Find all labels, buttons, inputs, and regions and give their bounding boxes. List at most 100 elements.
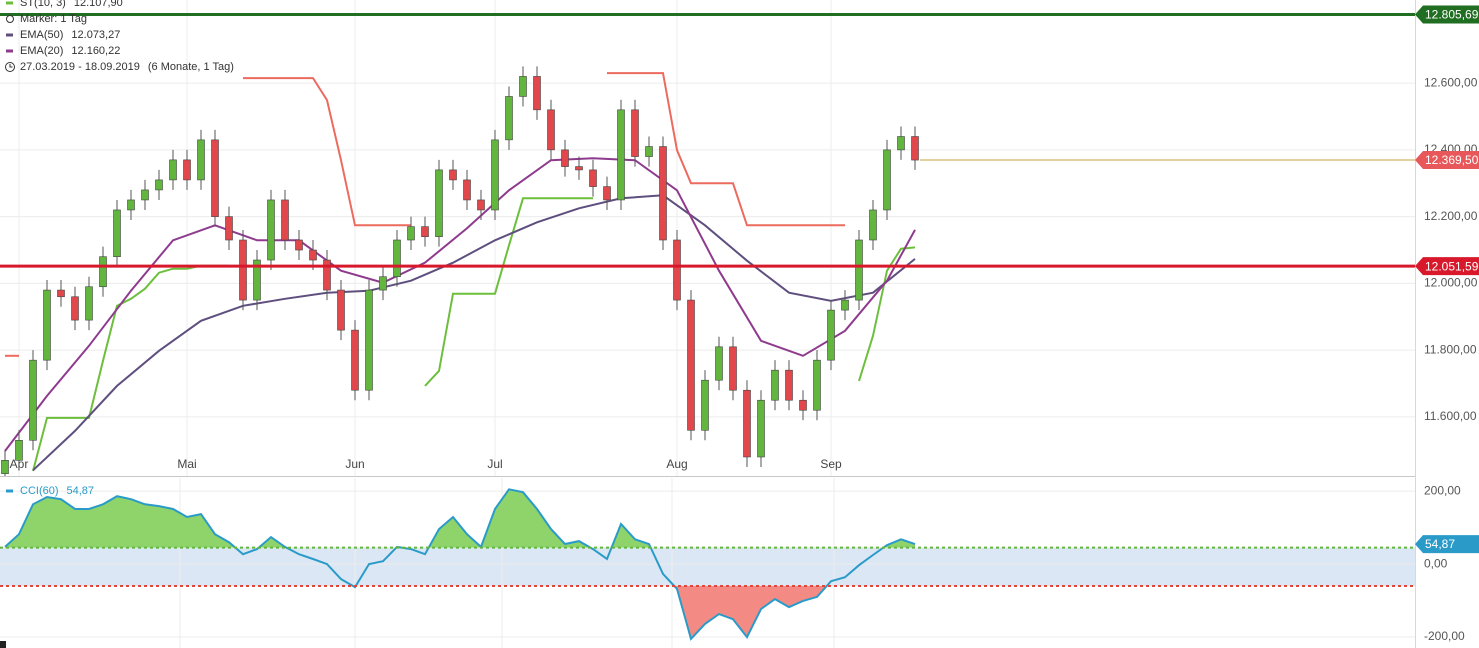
candle-body bbox=[547, 109, 555, 151]
price-tag-label: 12.805,69 bbox=[1425, 8, 1479, 22]
legend-swatch bbox=[6, 33, 13, 37]
candle-body bbox=[617, 109, 625, 201]
candle-body bbox=[407, 226, 415, 241]
candle-body bbox=[897, 136, 905, 151]
legend-marker-icon bbox=[6, 15, 14, 23]
candle-body bbox=[687, 299, 695, 431]
legend-text: ST(10, 3) bbox=[20, 0, 66, 9]
indicator-line bbox=[4, 157, 916, 452]
cci-plot bbox=[0, 478, 1415, 648]
x-tick-label: Jun bbox=[345, 457, 364, 471]
price-tag-shape bbox=[1415, 151, 1479, 170]
price-tag: 12.805,69 bbox=[1415, 5, 1479, 24]
candle-body bbox=[603, 186, 611, 201]
cci-line bbox=[4, 488, 916, 641]
candle-body bbox=[351, 329, 359, 391]
candle-body bbox=[449, 169, 457, 181]
indicator-line bbox=[32, 194, 916, 472]
legend-text: 12.073,27 bbox=[71, 29, 120, 41]
candle-body bbox=[323, 259, 331, 291]
legend-text: EMA(20) bbox=[20, 45, 63, 57]
legend-swatch bbox=[6, 489, 13, 493]
candle-body bbox=[463, 179, 471, 201]
candle-body bbox=[659, 146, 667, 241]
candle-body bbox=[421, 226, 429, 237]
candle-body bbox=[827, 309, 835, 361]
candle-body bbox=[211, 139, 219, 217]
legend-swatch bbox=[6, 1, 13, 5]
supertrend-resistance bbox=[243, 77, 411, 227]
candle-body bbox=[225, 216, 233, 241]
candle-body bbox=[113, 209, 121, 257]
y-tick-label: 0,00 bbox=[1424, 556, 1448, 570]
candle-body bbox=[127, 199, 135, 211]
x-tick-label: Sep bbox=[820, 457, 842, 471]
candle-body bbox=[519, 76, 527, 97]
legend-text: EMA(50) bbox=[20, 29, 63, 41]
candle-body bbox=[239, 239, 247, 301]
candle-body bbox=[197, 139, 205, 181]
candle-body bbox=[1, 460, 9, 474]
y-tick-label: 11.800,00 bbox=[1424, 342, 1477, 356]
corner-handle[interactable] bbox=[0, 641, 6, 648]
candle-body bbox=[281, 199, 289, 241]
candle-body bbox=[169, 159, 177, 181]
legend-text: 12.107,90 bbox=[74, 0, 123, 9]
candle-body bbox=[813, 359, 821, 411]
candle-body bbox=[911, 136, 919, 161]
candle-body bbox=[771, 369, 779, 401]
price-tag: 12.051,59 bbox=[1415, 257, 1479, 276]
candle-body bbox=[701, 379, 709, 431]
price-plot bbox=[0, 0, 1415, 476]
legend-text: CCI(60) bbox=[20, 485, 59, 497]
candle-body bbox=[309, 249, 317, 261]
candle-body bbox=[841, 299, 849, 311]
candle-body bbox=[337, 289, 345, 331]
candle-body bbox=[183, 159, 191, 181]
price-tag: 54,87 bbox=[1415, 535, 1479, 554]
price-tag-shape bbox=[1415, 257, 1479, 276]
indicator-line bbox=[424, 197, 593, 387]
price-tag-label: 12.369,50 bbox=[1425, 153, 1479, 167]
legend-text: 54,87 bbox=[67, 485, 95, 497]
candle-body bbox=[29, 359, 37, 441]
candle-body bbox=[855, 239, 863, 301]
price-tag: 12.369,50 bbox=[1415, 151, 1479, 170]
candle-body bbox=[883, 149, 891, 211]
x-tick-label: Aug bbox=[666, 457, 687, 471]
candle-body bbox=[365, 289, 373, 391]
candle-body bbox=[505, 96, 513, 141]
candle-body bbox=[379, 276, 387, 291]
candle-body bbox=[729, 346, 737, 391]
candle-body bbox=[631, 109, 639, 157]
candle-body bbox=[715, 346, 723, 381]
candle-body bbox=[267, 199, 275, 261]
price-tag-label: 54,87 bbox=[1425, 537, 1455, 551]
y-tick-label: 12.000,00 bbox=[1424, 276, 1478, 290]
candle-body bbox=[57, 289, 65, 298]
candle-body bbox=[85, 286, 93, 321]
candle-body bbox=[561, 149, 569, 167]
supertrend-resistance bbox=[607, 72, 845, 227]
candle-body bbox=[533, 76, 541, 111]
x-tick-label: Apr bbox=[10, 457, 29, 471]
candle-body bbox=[491, 139, 499, 211]
legend-text: 12.160,22 bbox=[71, 45, 120, 57]
candle-body bbox=[15, 439, 23, 461]
x-tick-label: Mai bbox=[177, 457, 196, 471]
legend-text: 27.03.2019 - 18.09.2019 bbox=[20, 61, 140, 73]
cci-band bbox=[0, 547, 1415, 586]
y-tick-label: 12.200,00 bbox=[1424, 209, 1478, 223]
candle-body bbox=[869, 209, 877, 241]
y-tick-label: 12.600,00 bbox=[1424, 75, 1478, 89]
candle-body bbox=[295, 239, 303, 251]
candle-body bbox=[589, 169, 597, 187]
legend: ST(10, 3) 12.107,90 Marker: 1 Tag EMA(50) 12… bbox=[5, 0, 234, 73]
candle-body bbox=[43, 289, 51, 361]
price-tag-label: 12.051,59 bbox=[1425, 259, 1479, 273]
legend-swatch bbox=[6, 49, 13, 53]
candle-body bbox=[575, 166, 583, 171]
